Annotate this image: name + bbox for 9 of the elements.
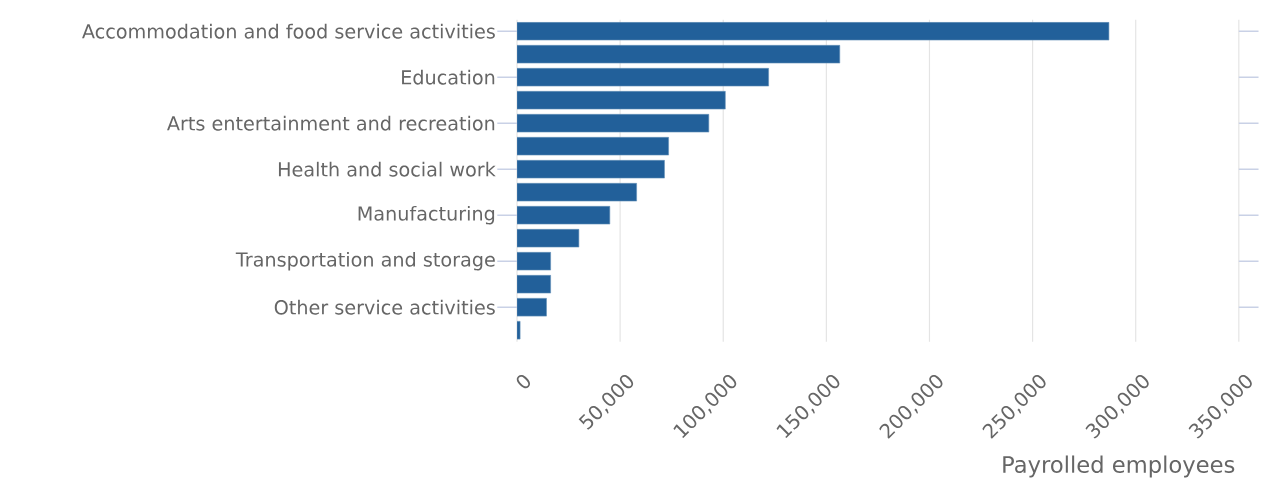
- x-axis-title: Payrolled employees: [1003, 455, 1235, 478]
- y-tick-label: Arts entertainment and recreation: [167, 115, 495, 131]
- y-tick-label: Accommodation and food service activities: [82, 23, 495, 39]
- y-tick-label: Education: [402, 69, 495, 85]
- x-tick-label: 0: [516, 374, 531, 389]
- y-tick-label: Transportation and storage: [235, 251, 495, 271]
- y-tick-label: Manufacturing: [358, 205, 495, 225]
- y-tick-label: Other service activities: [274, 299, 495, 315]
- y-tick-label: Health and social work: [278, 161, 496, 177]
